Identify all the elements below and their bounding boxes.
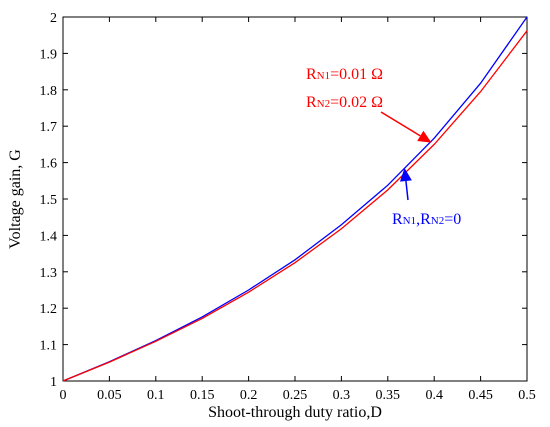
y-tick-label-10: 2: [50, 11, 57, 26]
y-tick-label-6: 1.6: [40, 157, 58, 172]
y-tick-label-9: 1.9: [40, 47, 58, 62]
series-layer: [62, 16, 528, 382]
y-tick-label-3: 1.3: [40, 266, 58, 281]
plot-area: [62, 16, 528, 382]
series-line-1: [62, 30, 528, 382]
annotation-nonzero-resistance: RN1=0.01 Ω RN2=0.02 Ω: [306, 66, 432, 143]
x-tick-label-5: 0.25: [283, 388, 308, 403]
y-tick-label-5: 1.5: [40, 193, 58, 208]
y-tick-label-2: 1.2: [40, 302, 58, 317]
annotation-line-1: RN1=0.01 Ω: [306, 66, 383, 83]
x-tick-label-0: 0: [60, 388, 67, 403]
y-tick-label-4: 1.4: [40, 229, 58, 244]
x-tick-label-3: 0.15: [190, 388, 215, 403]
annotation-line-3: RN1,RN2=0: [392, 211, 461, 228]
annotation-zero-resistance: RN1,RN2=0: [392, 168, 461, 228]
arrowhead-red: [417, 130, 432, 143]
x-tick-label-1: 0.05: [97, 388, 122, 403]
annotation-line-2: RN2=0.02 Ω: [306, 94, 383, 111]
annotation-arrow-blue: [405, 180, 409, 201]
x-axis-label: Shoot-through duty ratio,D: [208, 404, 382, 421]
x-tick-label-10: 0.5: [518, 388, 536, 403]
x-tick-label-6: 0.3: [333, 388, 351, 403]
axis-ticks: 0 0.05 0.1 0.15 0.2 0.25 0.3 0.35 0.4 0.45 0.5 1 1.1…: [40, 11, 536, 403]
x-tick-label-7: 0.35: [376, 388, 401, 403]
y-tick-label-7: 1.7: [40, 120, 58, 135]
arrowhead-blue: [399, 168, 412, 182]
annotation-arrow-red: [380, 111, 421, 137]
y-tick-label-8: 1.8: [40, 84, 58, 99]
y-tick-label-1: 1.1: [40, 339, 58, 354]
y-tick-label-0: 1: [50, 375, 57, 390]
y-axis-label: Voltage gain, G: [7, 149, 24, 249]
x-tick-label-9: 0.45: [468, 388, 493, 403]
x-tick-label-8: 0.4: [425, 388, 443, 403]
x-tick-label-2: 0.1: [147, 388, 165, 403]
x-tick-label-4: 0.2: [240, 388, 258, 403]
